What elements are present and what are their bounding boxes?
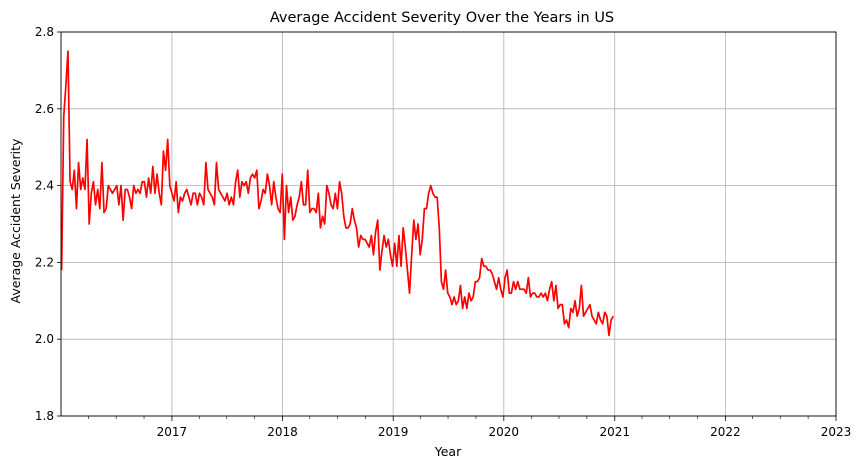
x-axis-label: Year: [434, 444, 462, 459]
x-tick-label: 2022: [710, 425, 741, 439]
x-axis-ticks: 2017 2018 2019 2020 2021 2022 2023: [88, 416, 852, 439]
y-axis-label: Average Accident Severity: [8, 138, 23, 304]
x-tick-label: 2017: [157, 425, 188, 439]
y-axis-ticks: 1.8 2.0 2.2 2.4 2.6 2.8: [35, 25, 61, 423]
y-tick-label: 2.4: [35, 179, 54, 193]
y-tick-label: 2.6: [35, 102, 54, 116]
chart-title: Average Accident Severity Over the Years…: [270, 10, 614, 26]
plot-frame: [60, 31, 837, 417]
x-tick-label: 2023: [821, 425, 852, 439]
x-tick-label: 2018: [267, 425, 298, 439]
y-tick-label: 1.8: [35, 409, 54, 423]
y-tick-label: 2.0: [35, 332, 54, 346]
x-tick-label: 2020: [489, 425, 520, 439]
y-tick-label: 2.8: [35, 25, 54, 39]
x-tick-label: 2021: [599, 425, 630, 439]
x-tick-label: 2019: [378, 425, 409, 439]
y-tick-label: 2.2: [35, 255, 54, 269]
series-line: [60, 50, 614, 337]
